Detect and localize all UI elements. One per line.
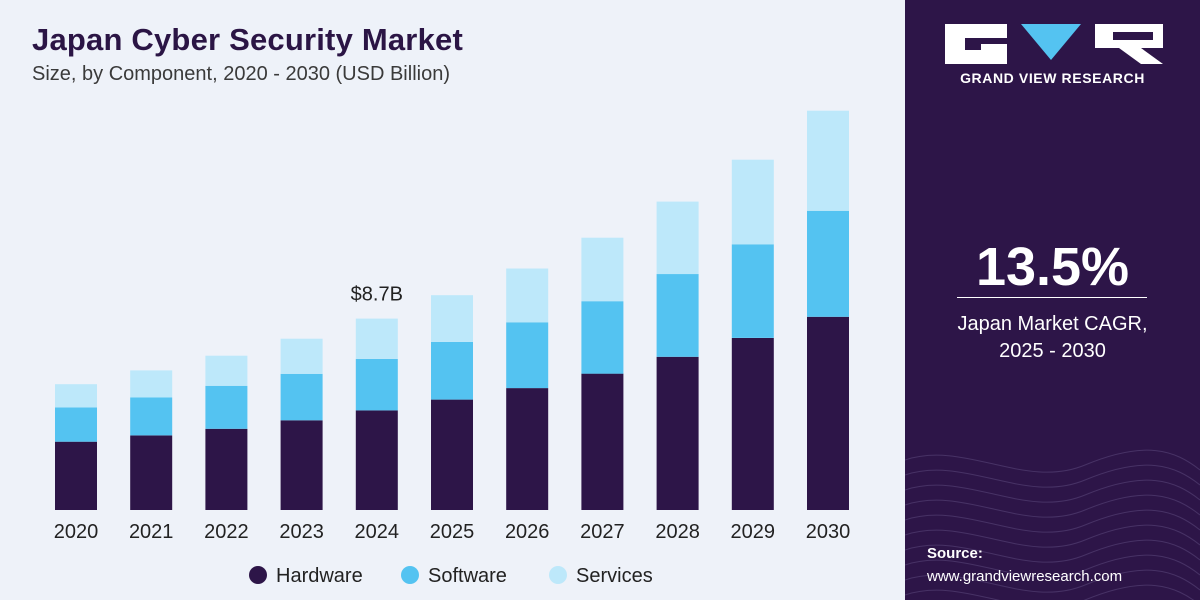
- bar-services-2029: [731, 159, 774, 245]
- bar-software-2029: [731, 244, 774, 338]
- bar-hardware-2026: [506, 388, 549, 510]
- chart-title: Japan Cyber Security Market: [32, 22, 463, 57]
- x-tick-label: 2021: [129, 521, 174, 543]
- bar-hardware-2022: [205, 428, 248, 510]
- x-tick-label: 2023: [279, 521, 324, 543]
- legend-label-hardware: Hardware: [276, 565, 363, 587]
- bar-services-2026: [506, 268, 549, 323]
- bar-hardware-2028: [656, 356, 699, 510]
- bar-services-2020: [55, 384, 97, 408]
- bar-software-2024: [355, 358, 398, 411]
- bar-services-2025: [431, 295, 473, 342]
- bar-hardware-2021: [130, 435, 173, 510]
- x-tick-label: 2028: [655, 521, 700, 543]
- x-tick-label: 2030: [806, 521, 851, 543]
- legend-marker-software: [401, 566, 419, 584]
- cagr-divider: [957, 297, 1147, 298]
- bar-software-2030: [807, 210, 849, 317]
- x-tick-label: 2025: [430, 521, 475, 543]
- legend-label-services: Services: [576, 565, 653, 587]
- bar-hardware-2029: [731, 338, 774, 510]
- x-tick-label: 2029: [731, 521, 776, 543]
- bar-software-2025: [431, 341, 473, 400]
- x-tick-label: 2027: [580, 521, 625, 543]
- stacked-bar-chart: 2020 2021 2022 2023 2024 $8.7B 2025 2026 2027 202…: [54, 110, 851, 587]
- cagr-label-line2: 2025 - 2030: [999, 340, 1106, 362]
- logo-wordmark: GRAND VIEW RESEARCH: [960, 70, 1145, 86]
- bar-software-2027: [581, 301, 624, 374]
- bar-services-2028: [656, 201, 699, 275]
- bar-services-2021: [130, 370, 173, 398]
- bar-services-2030: [807, 110, 849, 211]
- bar-hardware-2030: [807, 316, 849, 510]
- bar-software-2026: [506, 322, 549, 389]
- source-url[interactable]: www.grandviewresearch.com: [927, 568, 1123, 585]
- bar-hardware-2024: [355, 410, 398, 510]
- bar-hardware-2020: [55, 441, 97, 510]
- source-label: Source:: [927, 545, 983, 562]
- bar-hardware-2023: [280, 420, 323, 510]
- x-tick-label: 2022: [204, 521, 249, 543]
- bar-services-2022: [205, 355, 248, 386]
- wave-pattern-decoration: [905, 449, 1200, 600]
- bar-software-2028: [656, 274, 699, 357]
- cagr-label-line1: Japan Market CAGR,: [957, 313, 1148, 335]
- grand-view-research-logo: [945, 24, 1163, 64]
- bar-software-2022: [205, 385, 248, 429]
- bar-hardware-2027: [581, 373, 624, 510]
- bar-hardware-2025: [431, 399, 473, 510]
- legend-marker-hardware: [249, 566, 267, 584]
- bar-services-2027: [581, 237, 624, 302]
- bar-software-2020: [55, 407, 97, 442]
- x-tick-label: 2026: [505, 521, 550, 543]
- cagr-value: 13.5%: [975, 237, 1130, 297]
- legend-marker-services: [549, 566, 567, 584]
- legend-label-software: Software: [428, 565, 507, 587]
- x-tick-label: 2020: [54, 521, 99, 543]
- chart-subtitle: Size, by Component, 2020 - 2030 (USD Bil…: [32, 63, 450, 85]
- bar-software-2021: [130, 397, 173, 436]
- x-tick-label: 2024: [355, 521, 400, 543]
- bar-services-2024: [355, 318, 398, 359]
- bar-software-2023: [280, 373, 323, 421]
- bar-services-2023: [280, 338, 323, 374]
- data-label-2024: $8.7B: [351, 284, 403, 306]
- chart-panel: Japan Cyber Security Market Size, by Com…: [32, 22, 851, 587]
- side-panel: GRAND VIEW RESEARCH 13.5% Japan Market C…: [905, 0, 1200, 600]
- cagr-label: Japan Market CAGR, 2025 - 2030: [905, 311, 1200, 365]
